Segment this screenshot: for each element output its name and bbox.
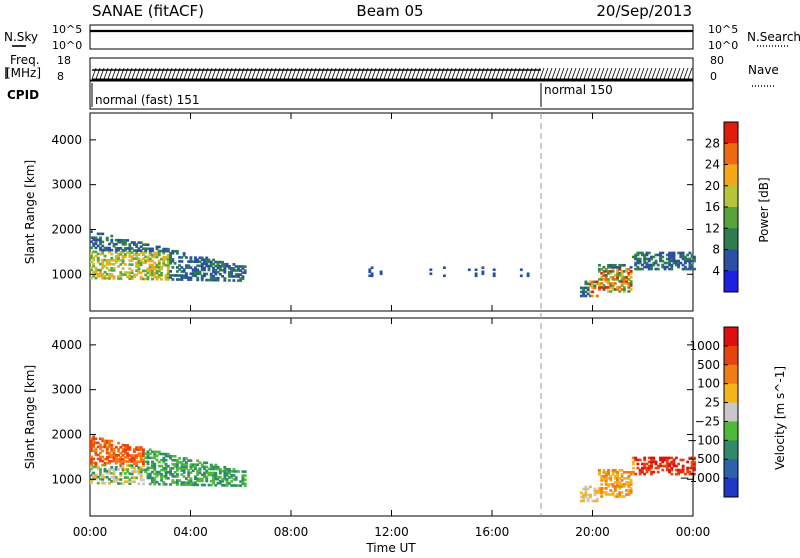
nsearch-label: N.Search — [747, 30, 800, 44]
noise-strip: N.Sky 10^5 10^0 10^5 10^0 N.Search — [4, 23, 800, 52]
freq-label-2: [MHz] — [6, 66, 41, 80]
time-tick-label: 00:00 — [73, 525, 108, 539]
velocity-colorbar-swatch — [724, 327, 738, 347]
freq-tick-high: 18 — [57, 54, 71, 67]
nsearch-tick-low: 10^0 — [708, 39, 738, 52]
power-y-tick-label: 2000 — [51, 222, 82, 236]
time-tick-label: 08:00 — [274, 525, 309, 539]
power-colorbar-tick: 4 — [712, 264, 720, 278]
time-tick-label: 12:00 — [374, 525, 409, 539]
power-colorbar-swatch — [724, 249, 738, 272]
velocity-colorbar-swatch — [724, 478, 738, 498]
cpid-label: CPID — [7, 88, 39, 102]
power-colorbar-swatch — [724, 122, 738, 144]
nsky-tick-high: 10^5 — [52, 23, 82, 36]
station-title: SANAE (fitACF) — [92, 2, 204, 20]
beam-title: Beam 05 — [356, 2, 423, 20]
cpid-strip: CPID normal (fast) 151 normal 150 — [7, 80, 694, 110]
power-plot-frame — [89, 112, 694, 312]
velocity-colorbar-swatch — [724, 402, 738, 422]
time-tick-label: 04:00 — [173, 525, 208, 539]
velocity-colorbar-tick: −500 — [687, 452, 720, 466]
velocity-colorbar-label: Velocity [m s^-1] — [773, 366, 787, 470]
time-tick-label: 20:00 — [575, 525, 610, 539]
velocity-y-tick-label: 2000 — [51, 427, 82, 441]
velocity-panel: 4000 3000 2000 1000 Slant Range [km] 1000 50… — [23, 113, 787, 555]
freq-tick-low: 8 — [57, 70, 64, 83]
power-data-cells — [90, 230, 696, 298]
cpid-mode-2: normal 150 — [544, 83, 613, 97]
date-title: 20/Sep/2013 — [596, 2, 692, 20]
power-y-tick-label: 1000 — [51, 267, 82, 281]
velocity-colorbar-tick: 1000 — [689, 339, 720, 353]
velocity-y-axis-label: Slant Range [km] — [23, 365, 37, 469]
power-y-tick-label: 4000 — [51, 133, 82, 147]
velocity-colorbar: 1000 500 100 25 −25 −100 −500 −1000 — [679, 326, 739, 498]
velocity-colorbar-swatch — [724, 421, 738, 441]
power-colorbar-swatch — [724, 228, 738, 250]
velocity-colorbar-swatch — [724, 459, 738, 479]
time-tick-label: 16:00 — [475, 525, 510, 539]
power-colorbar-swatch — [724, 164, 738, 187]
nave-tick-low: 0 — [710, 70, 717, 83]
power-colorbar-tick: 8 — [712, 243, 720, 257]
time-tick-label: 00:00 — [676, 525, 711, 539]
velocity-colorbar-swatch — [724, 383, 738, 404]
velocity-colorbar-tick: 500 — [697, 358, 720, 372]
velocity-colorbar-tick: 25 — [705, 396, 720, 410]
velocity-colorbar-swatch — [724, 440, 738, 460]
velocity-colorbar-tick: −1000 — [679, 471, 720, 485]
cpid-mode-1: normal (fast) 151 — [95, 93, 199, 107]
velocity-y-tick-label: 1000 — [51, 472, 82, 486]
nsearch-tick-high: 10^5 — [708, 23, 738, 36]
power-colorbar-tick: 24 — [705, 158, 720, 172]
freq-label-1: Freq. — [10, 53, 40, 67]
velocity-colorbar-tick: −100 — [687, 433, 720, 447]
velocity-colorbar-swatch — [724, 364, 738, 385]
power-colorbar-tick: 16 — [705, 200, 720, 214]
power-panel: 4000 3000 2000 1000 Slant Range [km] 28 24 20… — [23, 112, 771, 312]
power-colorbar-swatch — [724, 270, 738, 293]
power-colorbar-swatch — [724, 143, 738, 165]
velocity-y-tick-label: 3000 — [51, 383, 82, 397]
power-colorbar: 28 24 20 16 12 8 4 — [705, 121, 739, 293]
power-colorbar-label: Power [dB] — [757, 177, 771, 242]
nsky-label: N.Sky — [4, 30, 38, 44]
time-axis-label: Time UT — [365, 541, 416, 554]
power-colorbar-tick: 20 — [705, 179, 720, 193]
power-y-axis-label: Slant Range [km] — [23, 160, 37, 264]
power-colorbar-tick: 28 — [705, 136, 720, 150]
nave-tick-high: 80 — [710, 54, 724, 67]
velocity-colorbar-tick: 100 — [697, 377, 720, 391]
power-y-tick-label: 3000 — [51, 178, 82, 192]
velocity-colorbar-swatch — [724, 345, 738, 366]
time-axis-ticks: 00:00 04:00 08:00 12:00 16:00 20:00 00:00 — [73, 113, 711, 539]
nsky-tick-low: 10^0 — [52, 39, 82, 52]
velocity-y-tick-label: 4000 — [51, 338, 82, 352]
power-colorbar-swatch — [724, 207, 738, 229]
power-colorbar-tick: 12 — [705, 221, 720, 235]
power-colorbar-swatch — [724, 185, 738, 208]
velocity-plot-frame — [89, 317, 694, 517]
velocity-data-cells — [90, 435, 696, 503]
freq-strip: Freq. [MHz] 18 8 80 0 Nave — [5, 53, 779, 87]
nave-label: Nave — [748, 63, 779, 77]
velocity-colorbar-tick: −25 — [695, 414, 720, 428]
